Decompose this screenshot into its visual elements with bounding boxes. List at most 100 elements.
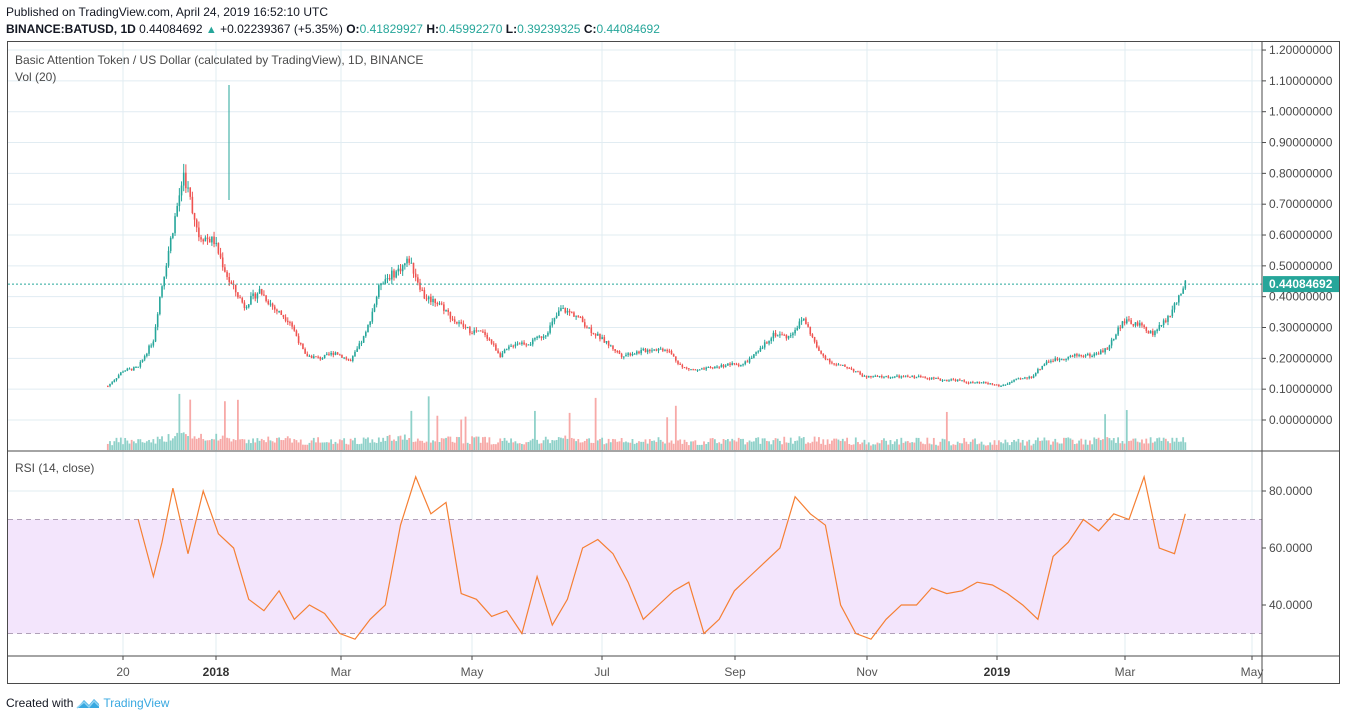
volume-bar — [765, 440, 768, 450]
volume-bar — [137, 439, 140, 450]
volume-bar — [989, 442, 992, 450]
price-tick-label: 0.40000000 — [1269, 290, 1333, 304]
volume-legend: Vol (20) — [15, 70, 57, 84]
candle-down — [692, 369, 694, 371]
volume-bar — [297, 442, 300, 450]
volume-bar — [835, 438, 838, 450]
volume-bar — [802, 437, 805, 450]
candle-down — [694, 369, 697, 371]
volume-bar — [969, 441, 972, 450]
volume-bar — [1182, 437, 1185, 450]
time-tick-label: 2018 — [203, 665, 230, 679]
candle-up — [878, 375, 881, 377]
volume-bar — [1028, 439, 1031, 450]
volume-bar — [1112, 438, 1115, 450]
volume-bar — [668, 442, 671, 450]
volume-bar — [481, 437, 484, 450]
candle-up — [321, 358, 324, 360]
candle-down — [985, 382, 987, 384]
volume-bar — [625, 441, 627, 450]
candle-down — [859, 371, 861, 375]
candle-up — [956, 379, 959, 382]
rsi-line — [137, 474, 1186, 640]
volume-bar — [1091, 444, 1093, 450]
volume-bar — [282, 440, 285, 450]
candle-down — [1147, 330, 1150, 334]
price-tick-label: 0.50000000 — [1269, 259, 1333, 273]
volume-bar — [1010, 442, 1013, 450]
candle-down — [898, 375, 900, 378]
candle-down — [831, 362, 833, 364]
volume-bar — [226, 437, 228, 450]
volume-bar — [752, 441, 755, 450]
candle-up — [312, 356, 315, 359]
volume-bar — [321, 442, 324, 450]
volume-bar — [122, 444, 124, 450]
candle-down — [202, 239, 205, 242]
candle-up — [176, 206, 178, 217]
candle-down — [781, 334, 783, 336]
candle-down — [228, 276, 231, 283]
volume-bar — [308, 442, 311, 450]
candle-down — [193, 212, 196, 220]
volume-bar — [375, 442, 378, 450]
candle-down — [336, 352, 339, 355]
volume-bar — [1041, 440, 1044, 450]
candle-up — [841, 364, 844, 366]
volume-bar — [653, 440, 656, 450]
open-label: O: — [346, 22, 360, 36]
volume-bar — [865, 444, 868, 450]
volume-bar — [1086, 444, 1089, 450]
volume-bar — [455, 436, 458, 450]
candle-up — [178, 195, 181, 207]
volume-bar — [323, 442, 326, 450]
candle-down — [993, 384, 996, 386]
volume-bar — [733, 440, 736, 450]
volume-bar — [874, 444, 877, 450]
candle-down — [234, 284, 237, 293]
volume-bar — [384, 440, 387, 450]
volume-bar — [796, 440, 799, 450]
volume-bar — [655, 441, 658, 450]
candle-down — [683, 367, 686, 369]
candle-up — [395, 271, 397, 278]
candle-up — [378, 285, 380, 297]
candle-down — [332, 352, 335, 355]
volume-bar — [336, 443, 339, 450]
volume-bar — [1004, 439, 1007, 450]
candle-up — [1171, 309, 1174, 317]
candle-down — [1026, 377, 1028, 379]
tradingview-brand-link[interactable]: TradingView — [103, 696, 170, 710]
candle-up — [867, 375, 870, 378]
candle-up — [534, 338, 536, 340]
volume-bar — [1067, 437, 1070, 450]
volume-bar — [950, 445, 953, 450]
time-tick-label: Mar — [331, 665, 352, 679]
volume-bar — [993, 440, 996, 450]
volume-bar — [403, 434, 406, 450]
candle-down — [618, 351, 621, 354]
candle-down — [254, 293, 257, 299]
candle-up — [256, 293, 259, 299]
volume-bar — [746, 442, 749, 450]
candle-up — [720, 364, 723, 368]
candle-up — [527, 344, 530, 346]
volume-bar — [1123, 443, 1126, 450]
candle-down — [1141, 323, 1143, 326]
volume-bar — [941, 438, 944, 450]
candle-up — [1156, 329, 1158, 332]
volume-bar — [436, 415, 439, 450]
candle-down — [616, 350, 619, 352]
volume-bar — [642, 441, 645, 450]
volume-bar — [616, 441, 619, 450]
volume-bar — [633, 443, 636, 450]
candle-up — [549, 325, 551, 333]
candle-up — [148, 345, 150, 354]
volume-bar — [911, 442, 914, 450]
candle-up — [763, 342, 766, 348]
volume-bar — [846, 437, 849, 450]
volume-bar — [683, 439, 686, 450]
candle-up — [776, 335, 779, 337]
volume-bar — [963, 438, 966, 450]
